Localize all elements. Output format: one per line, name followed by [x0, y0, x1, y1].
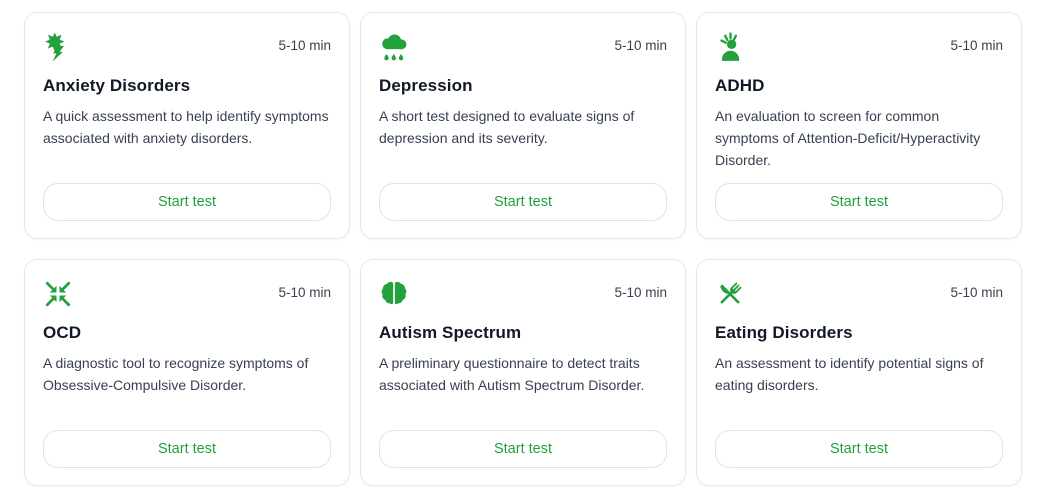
card-header: 5-10 min [379, 279, 667, 309]
duration-badge: 5-10 min [614, 285, 667, 300]
frazzled-person-icon [715, 32, 745, 62]
card-title: OCD [43, 323, 82, 342]
rain-cloud-icon [379, 32, 409, 62]
start-test-button-autism[interactable]: Start test [379, 430, 667, 468]
test-card-eating-disorders: 5-10 min Eating Disorders An assessment … [696, 259, 1022, 486]
card-description: A quick assessment to help identify symp… [43, 108, 329, 146]
test-card-autism-spectrum: 5-10 min Autism Spectrum A preliminary q… [360, 259, 686, 486]
card-header: 5-10 min [43, 32, 331, 62]
duration-badge: 5-10 min [950, 38, 1003, 53]
duration-badge: 5-10 min [278, 285, 331, 300]
start-test-button-depression[interactable]: Start test [379, 183, 667, 221]
card-title: Eating Disorders [715, 323, 853, 342]
test-card-ocd: 5-10 min OCD A diagnostic tool to recogn… [24, 259, 350, 486]
crossed-utensils-icon [715, 279, 745, 309]
card-header: 5-10 min [379, 32, 667, 62]
test-card-adhd: 5-10 min ADHD An evaluation to screen fo… [696, 12, 1022, 239]
card-header: 5-10 min [43, 279, 331, 309]
card-description: A short test designed to evaluate signs … [379, 108, 635, 146]
brain-icon [379, 279, 409, 309]
card-header: 5-10 min [715, 32, 1003, 62]
duration-badge: 5-10 min [950, 285, 1003, 300]
test-cards-grid: 5-10 min Anxiety Disorders A quick asses… [24, 12, 1022, 486]
start-test-button-ocd[interactable]: Start test [43, 430, 331, 468]
duration-badge: 5-10 min [278, 38, 331, 53]
card-title: Autism Spectrum [379, 323, 522, 342]
card-description: A diagnostic tool to recognize symptoms … [43, 355, 309, 393]
card-description: A preliminary questionnaire to detect tr… [379, 355, 645, 393]
test-card-anxiety-disorders: 5-10 min Anxiety Disorders A quick asses… [24, 12, 350, 239]
duration-badge: 5-10 min [614, 38, 667, 53]
storm-burst-icon [43, 32, 73, 62]
card-header: 5-10 min [715, 279, 1003, 309]
compress-arrows-icon [43, 279, 73, 309]
start-test-button-eating[interactable]: Start test [715, 430, 1003, 468]
card-description: An assessment to identify potential sign… [715, 355, 984, 393]
test-card-depression: 5-10 min Depression A short test designe… [360, 12, 686, 239]
card-title: Depression [379, 76, 473, 95]
start-test-button-adhd[interactable]: Start test [715, 183, 1003, 221]
card-title: ADHD [715, 76, 765, 95]
card-title: Anxiety Disorders [43, 76, 191, 95]
card-description: An evaluation to screen for common sympt… [715, 108, 981, 168]
start-test-button-anxiety[interactable]: Start test [43, 183, 331, 221]
